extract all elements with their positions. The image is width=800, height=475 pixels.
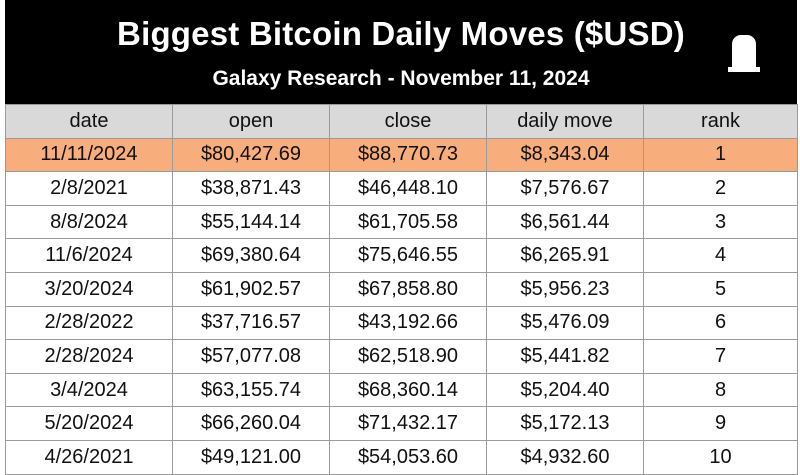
cell-open: $63,155.74 (172, 372, 330, 408)
moves-table: date open close daily move rank 11/11/20… (5, 104, 798, 475)
cell-rank: 1 (643, 137, 798, 173)
cell-close: $62,518.90 (329, 339, 487, 374)
table-row: 4/26/2021 $49,121.00 $54,053.60 $4,932.60 10 (5, 439, 798, 475)
cell-open: $69,380.64 (172, 238, 330, 273)
cell-daily-move: $7,576.67 (486, 171, 644, 206)
cell-daily-move: $5,441.82 (486, 339, 644, 374)
chart-title: Biggest Bitcoin Daily Moves ($USD) (117, 15, 685, 52)
cell-close: $75,646.55 (329, 238, 487, 273)
cell-date: 2/28/2024 (5, 339, 173, 374)
cell-open: $61,902.57 (172, 271, 330, 307)
cell-date: 8/8/2024 (5, 204, 173, 240)
column-header-rank: rank (643, 104, 798, 139)
cell-daily-move: $8,343.04 (486, 137, 644, 173)
chart-subtitle: Galaxy Research - November 11, 2024 (212, 67, 590, 90)
cell-daily-move: $5,204.40 (486, 372, 644, 408)
cell-open: $37,716.57 (172, 305, 330, 341)
table-row: 3/20/2024 $61,902.57 $67,858.80 $5,956.23 5 (5, 271, 798, 307)
cell-date: 5/20/2024 (5, 406, 173, 441)
cell-rank: 2 (643, 171, 798, 206)
chart-header: Biggest Bitcoin Daily Moves ($USD) Galax… (5, 0, 797, 104)
cell-date: 3/20/2024 (5, 271, 173, 307)
cell-daily-move: $6,265.91 (486, 238, 644, 273)
cell-rank: 5 (643, 271, 798, 307)
cell-date: 2/28/2022 (5, 305, 173, 341)
cell-date: 11/6/2024 (5, 238, 173, 273)
cell-close: $71,432.17 (329, 406, 487, 441)
cell-rank: 10 (643, 439, 798, 475)
table-row: 3/4/2024 $63,155.74 $68,360.14 $5,204.40 8 (5, 372, 798, 408)
cell-date: 3/4/2024 (5, 372, 173, 408)
table-row: 8/8/2024 $55,144.14 $61,705.58 $6,561.44 3 (5, 204, 798, 240)
table-row: 11/11/2024 $80,427.69 $88,770.73 $8,343.04 1 (5, 137, 798, 173)
table-row: 5/20/2024 $66,260.04 $71,432.17 $5,172.13 9 (5, 406, 798, 441)
cell-date: 4/26/2021 (5, 439, 173, 475)
cell-daily-move: $4,932.60 (486, 439, 644, 475)
cell-close: $43,192.66 (329, 305, 487, 341)
cell-open: $57,077.08 (172, 339, 330, 374)
column-header-daily-move: daily move (486, 104, 644, 139)
cell-daily-move: $5,956.23 (486, 271, 644, 307)
cell-daily-move: $5,476.09 (486, 305, 644, 341)
galaxy-square-logo-icon (728, 35, 760, 72)
cell-date: 2/8/2021 (5, 171, 173, 206)
cell-daily-move: $6,561.44 (486, 204, 644, 240)
moves-table-body: 11/11/2024 $80,427.69 $88,770.73 $8,343.04 1… (5, 137, 798, 475)
cell-date: 11/11/2024 (5, 137, 173, 173)
cell-close: $67,858.80 (329, 271, 487, 307)
cell-rank: 4 (643, 238, 798, 273)
cell-rank: 7 (643, 339, 798, 374)
cell-open: $38,871.43 (172, 171, 330, 206)
cell-close: $54,053.60 (329, 439, 487, 475)
column-header-date: date (5, 104, 173, 139)
table-row: 2/28/2024 $57,077.08 $62,518.90 $5,441.82 7 (5, 339, 798, 374)
cell-close: $46,448.10 (329, 171, 487, 206)
cell-open: $80,427.69 (172, 137, 330, 173)
table-row: 11/6/2024 $69,380.64 $75,646.55 $6,265.91 4 (5, 238, 798, 273)
cell-open: $55,144.14 (172, 204, 330, 240)
cell-rank: 8 (643, 372, 798, 408)
chart-frame: Biggest Bitcoin Daily Moves ($USD) Galax… (5, 0, 798, 475)
cell-rank: 9 (643, 406, 798, 441)
column-header-open: open (172, 104, 330, 139)
column-header-close: close (329, 104, 487, 139)
cell-daily-move: $5,172.13 (486, 406, 644, 441)
column-header-row: date open close daily move rank (5, 104, 798, 139)
table-row: 2/8/2021 $38,871.43 $46,448.10 $7,576.67 2 (5, 171, 798, 206)
cell-close: $88,770.73 (329, 137, 487, 173)
cell-open: $49,121.00 (172, 439, 330, 475)
cell-close: $68,360.14 (329, 372, 487, 408)
cell-rank: 6 (643, 305, 798, 341)
cell-rank: 3 (643, 204, 798, 240)
cell-close: $61,705.58 (329, 204, 487, 240)
cell-open: $66,260.04 (172, 406, 330, 441)
table-row: 2/28/2022 $37,716.57 $43,192.66 $5,476.09 6 (5, 305, 798, 341)
